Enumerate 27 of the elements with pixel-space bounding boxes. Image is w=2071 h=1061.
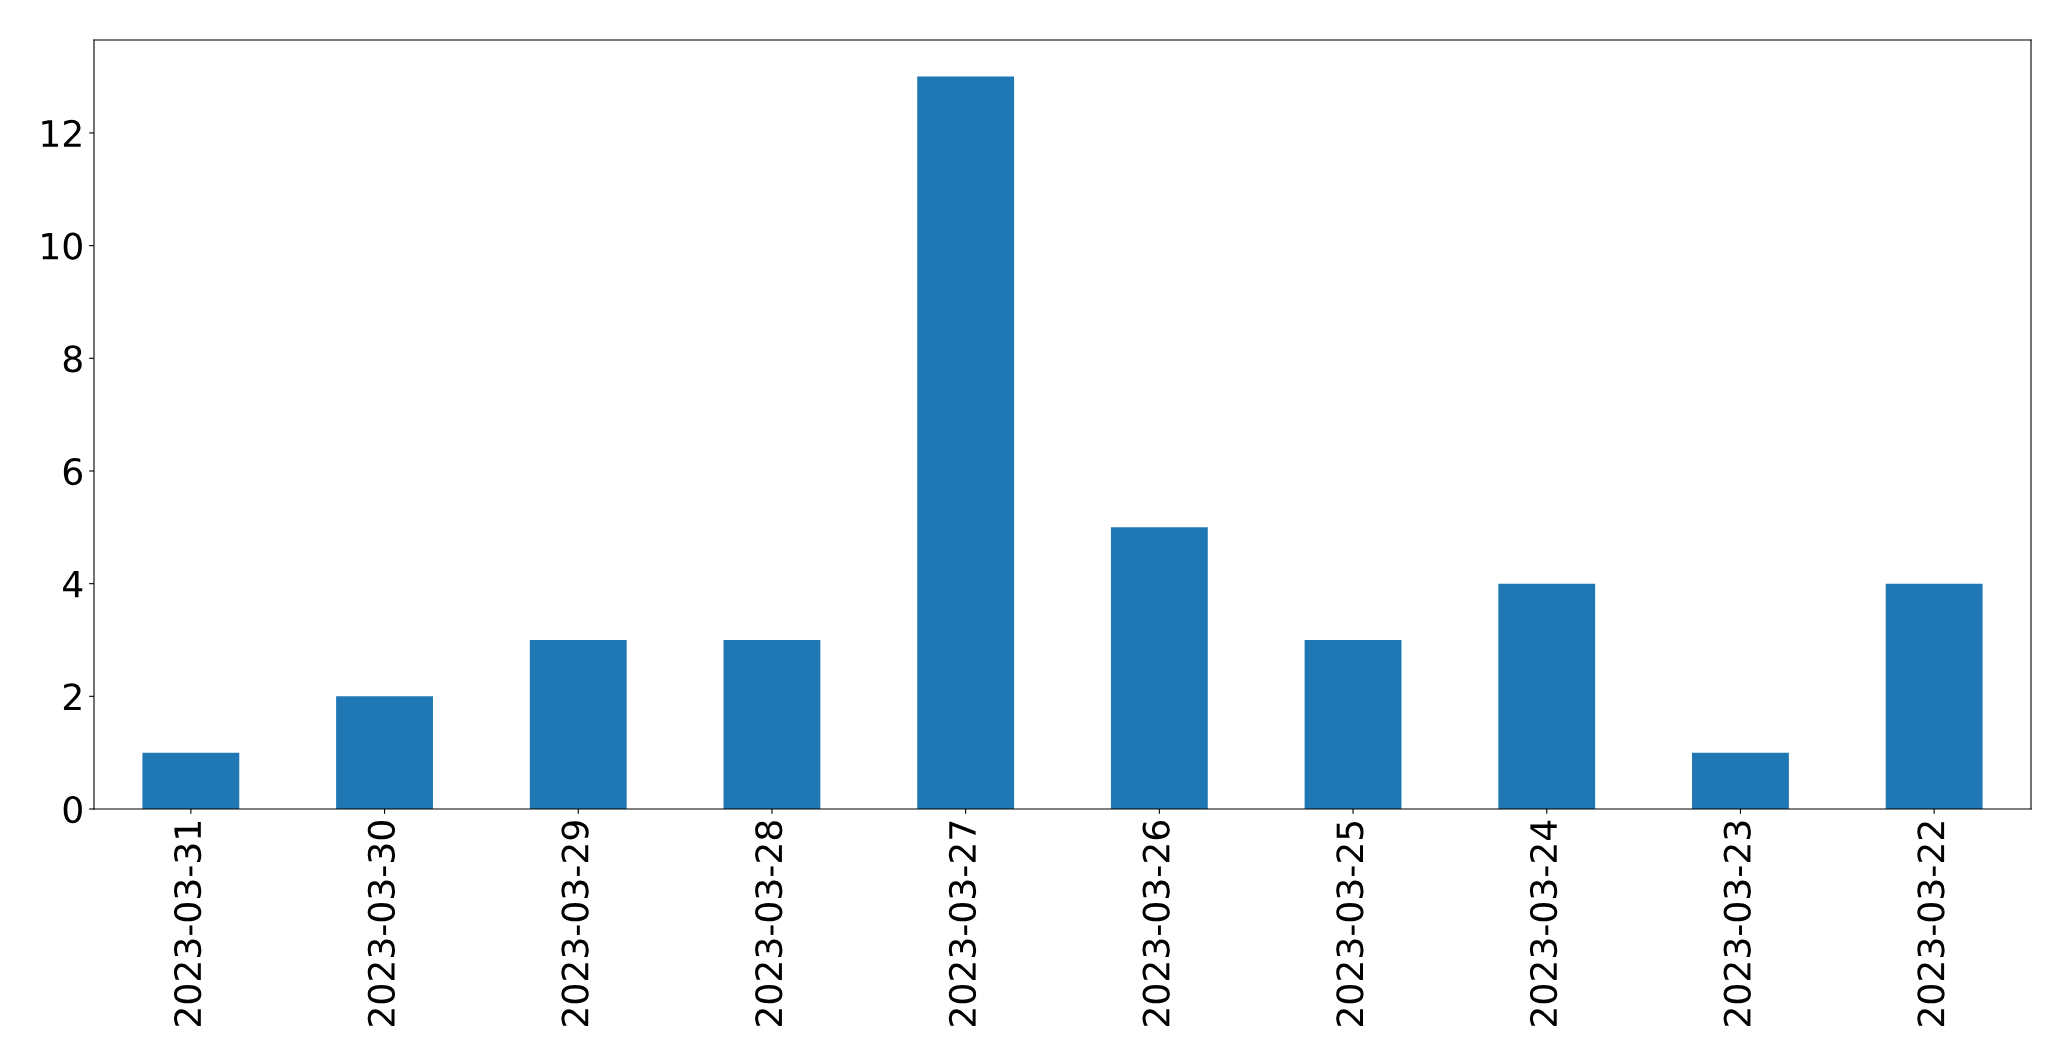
x-tick-label: 2023-03-30	[367, 821, 396, 1026]
x-tick-label: 2023-03-31	[174, 822, 202, 1026]
bar	[1885, 583, 1983, 809]
y-tick-label: 0	[63, 795, 82, 824]
bar	[529, 639, 627, 809]
bar	[723, 639, 821, 809]
y-tick-label: 8	[63, 345, 82, 373]
x-tick-label: 2023-03-23	[1723, 821, 1751, 1026]
x-tick-label: 2023-03-24	[1529, 820, 1558, 1026]
x-tick-label: 2023-03-26	[1142, 821, 1170, 1026]
y-tick-label: 2	[63, 683, 81, 711]
y-tick-label: 10	[42, 232, 82, 260]
x-tick-label: 2023-03-29	[561, 821, 589, 1026]
y-tick-label: 4	[63, 571, 83, 598]
bar	[1304, 639, 1402, 809]
bar	[1110, 527, 1208, 809]
x-tick-label: 2023-03-28	[755, 821, 783, 1026]
bar	[1498, 583, 1596, 809]
x-tick-label: 2023-03-27	[948, 821, 977, 1026]
y-tick-label: 6	[63, 457, 82, 486]
x-tick-label: 2023-03-22	[1917, 822, 1945, 1026]
bar	[1692, 752, 1789, 809]
bar	[336, 696, 433, 809]
bar	[142, 752, 240, 809]
x-tick-label: 2023-03-25	[1336, 821, 1364, 1026]
y-tick-label: 12	[42, 119, 81, 147]
bar	[917, 76, 1015, 809]
